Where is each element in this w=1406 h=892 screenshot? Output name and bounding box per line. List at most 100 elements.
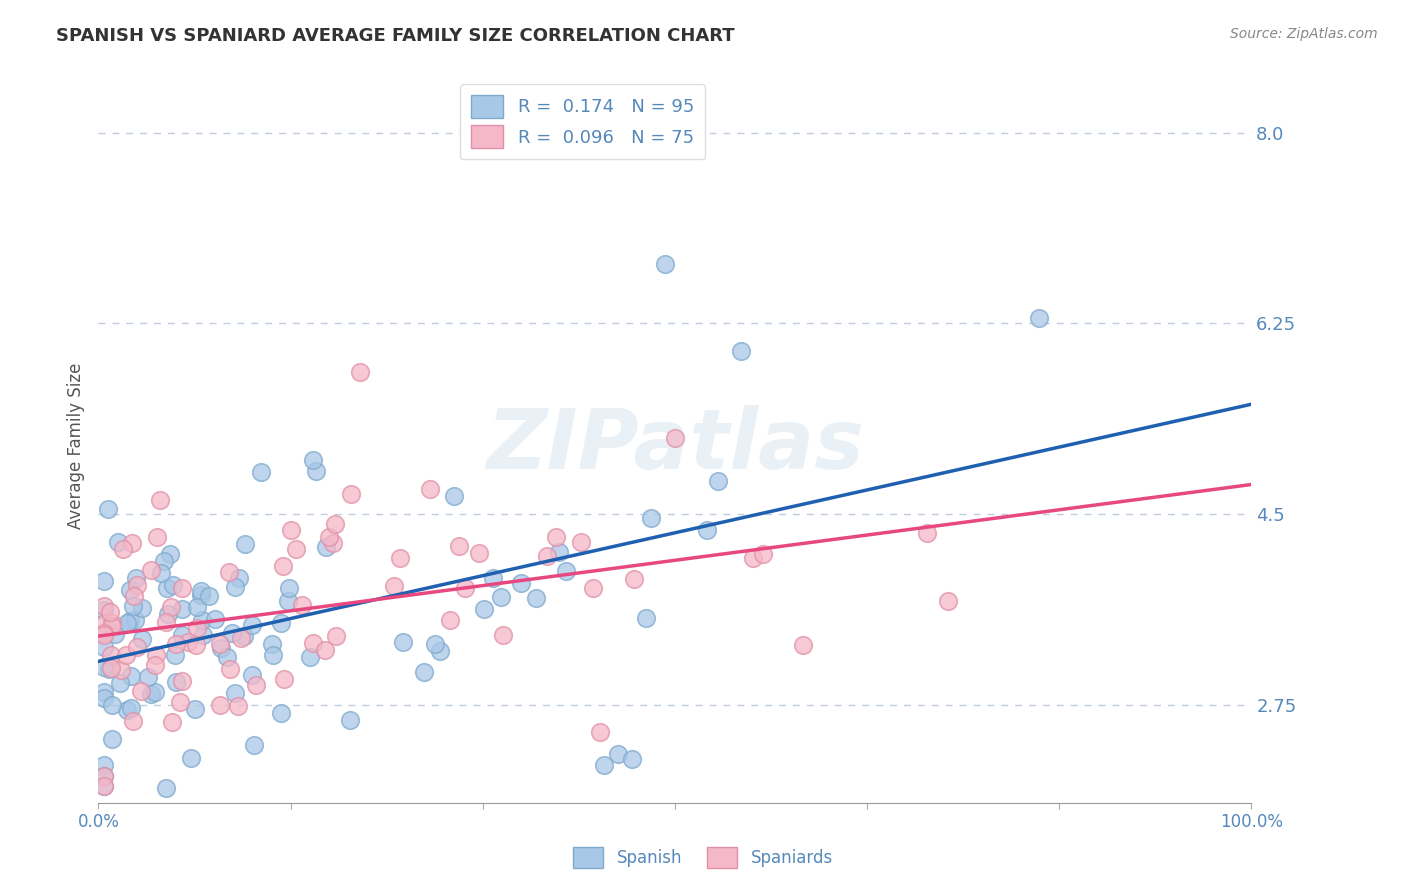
Point bbox=[482, 571, 505, 585]
Point bbox=[155, 615, 177, 630]
Point bbox=[160, 600, 183, 615]
Point bbox=[325, 516, 347, 531]
Point bbox=[277, 594, 299, 608]
Point bbox=[93, 599, 115, 613]
Text: ZIPatlas: ZIPatlas bbox=[486, 406, 863, 486]
Point bbox=[224, 580, 246, 594]
Point bbox=[93, 691, 115, 706]
Point bbox=[301, 453, 323, 467]
Point bbox=[204, 612, 226, 626]
Point bbox=[98, 605, 121, 619]
Point bbox=[93, 780, 115, 794]
Point bbox=[170, 581, 193, 595]
Point bbox=[548, 544, 571, 558]
Point bbox=[104, 627, 127, 641]
Point bbox=[696, 523, 718, 537]
Point bbox=[120, 583, 142, 598]
Point bbox=[93, 659, 115, 673]
Point bbox=[93, 628, 115, 642]
Point bbox=[121, 535, 143, 549]
Point bbox=[489, 590, 512, 604]
Point bbox=[544, 530, 567, 544]
Point bbox=[165, 674, 187, 689]
Point bbox=[110, 663, 132, 677]
Point bbox=[162, 577, 184, 591]
Point bbox=[136, 670, 159, 684]
Point bbox=[298, 650, 321, 665]
Point bbox=[143, 658, 166, 673]
Point bbox=[163, 648, 186, 662]
Point bbox=[664, 431, 686, 445]
Point bbox=[443, 489, 465, 503]
Point bbox=[413, 665, 436, 679]
Point bbox=[291, 598, 314, 612]
Point bbox=[184, 702, 207, 716]
Point bbox=[125, 571, 148, 585]
Point bbox=[492, 627, 515, 641]
Point bbox=[654, 256, 676, 270]
Point bbox=[93, 574, 115, 588]
Point bbox=[232, 629, 254, 643]
Point bbox=[131, 601, 153, 615]
Point bbox=[101, 698, 124, 712]
Point bbox=[114, 648, 136, 663]
Point bbox=[582, 582, 605, 596]
Point bbox=[536, 549, 558, 564]
Point bbox=[472, 601, 495, 615]
Point bbox=[100, 648, 122, 663]
Point bbox=[229, 631, 252, 645]
Point bbox=[419, 482, 441, 496]
Point bbox=[588, 725, 610, 739]
Point bbox=[707, 474, 730, 488]
Point bbox=[156, 607, 179, 621]
Point bbox=[93, 780, 115, 794]
Point bbox=[270, 706, 292, 721]
Point bbox=[325, 629, 347, 643]
Point bbox=[100, 661, 122, 675]
Point bbox=[129, 684, 152, 698]
Y-axis label: Average Family Size: Average Family Size bbox=[66, 363, 84, 529]
Point bbox=[792, 638, 814, 652]
Point bbox=[122, 714, 145, 728]
Point bbox=[108, 676, 131, 690]
Point bbox=[93, 685, 115, 699]
Point bbox=[193, 627, 215, 641]
Point bbox=[339, 713, 361, 727]
Point bbox=[145, 648, 167, 662]
Point bbox=[262, 648, 284, 662]
Point bbox=[449, 539, 471, 553]
Point bbox=[524, 591, 547, 605]
Point bbox=[143, 685, 166, 699]
Point bbox=[423, 637, 446, 651]
Point bbox=[186, 600, 208, 615]
Point bbox=[186, 638, 208, 652]
Point bbox=[392, 634, 415, 648]
Point bbox=[122, 599, 145, 613]
Point bbox=[177, 635, 200, 649]
Point bbox=[145, 531, 167, 545]
Point bbox=[607, 747, 630, 761]
Point bbox=[198, 590, 221, 604]
Point bbox=[245, 678, 267, 692]
Point bbox=[439, 613, 461, 627]
Text: Source: ZipAtlas.com: Source: ZipAtlas.com bbox=[1230, 27, 1378, 41]
Point bbox=[131, 632, 153, 647]
Point bbox=[314, 643, 336, 657]
Point bbox=[98, 662, 121, 676]
Point bbox=[149, 566, 172, 581]
Point bbox=[209, 640, 232, 655]
Point bbox=[593, 757, 616, 772]
Point bbox=[101, 731, 124, 746]
Point bbox=[93, 602, 115, 616]
Point bbox=[170, 628, 193, 642]
Point bbox=[322, 535, 344, 549]
Point bbox=[509, 575, 531, 590]
Point bbox=[240, 617, 263, 632]
Point bbox=[305, 464, 328, 478]
Point bbox=[94, 615, 117, 630]
Point bbox=[156, 581, 179, 595]
Point bbox=[280, 523, 302, 537]
Point bbox=[169, 694, 191, 708]
Point bbox=[555, 565, 578, 579]
Point bbox=[636, 611, 658, 625]
